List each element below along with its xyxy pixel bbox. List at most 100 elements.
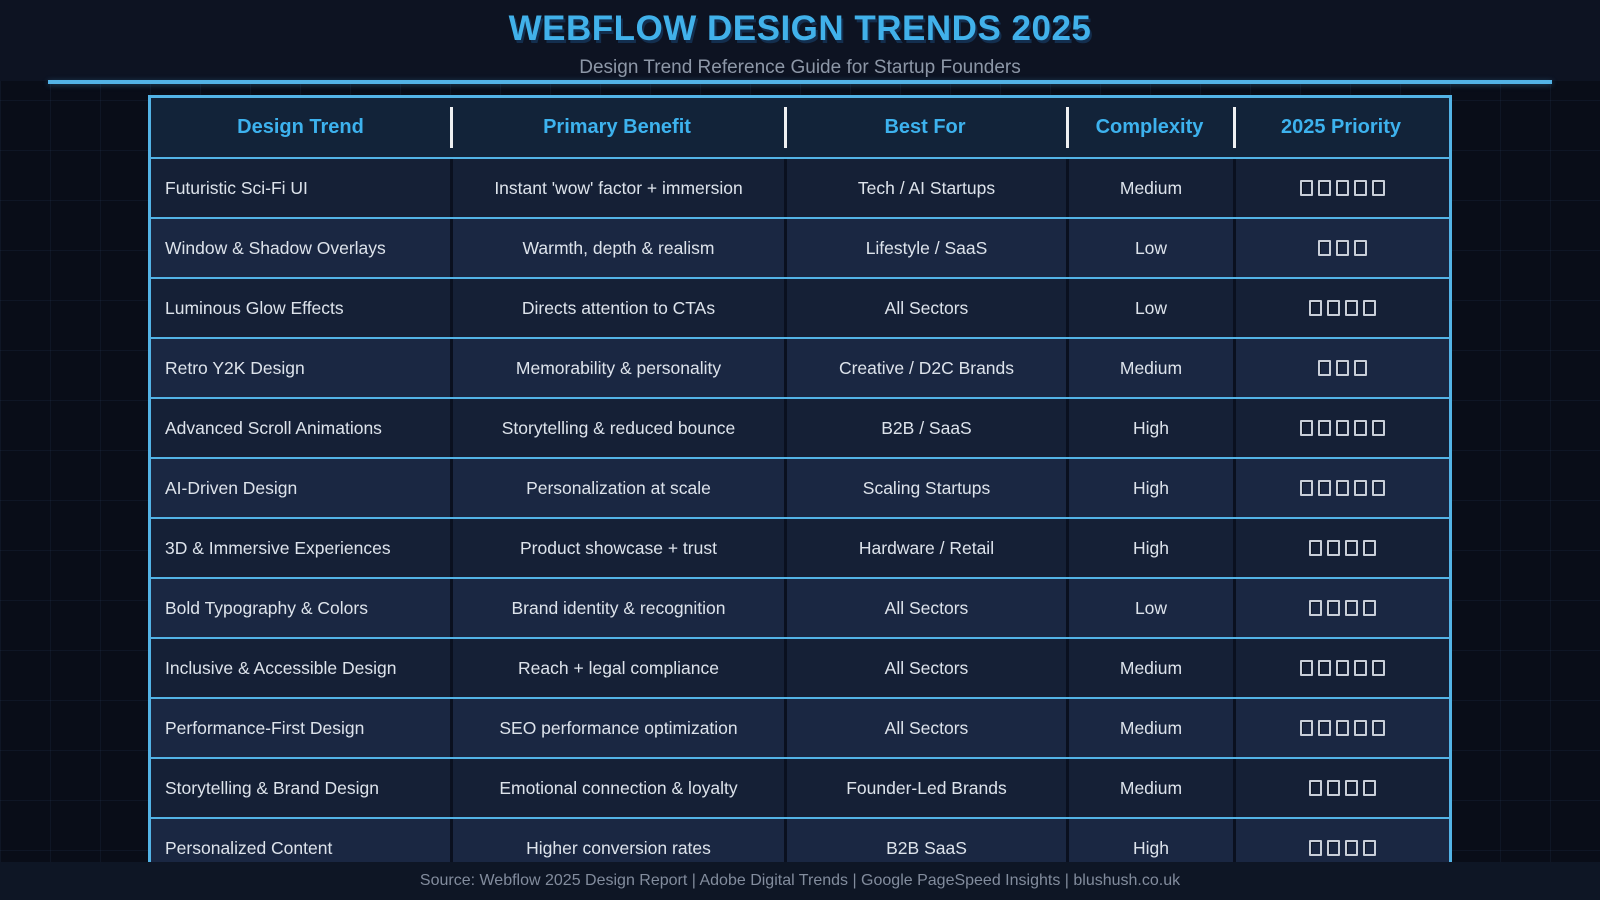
cell-priority — [1233, 579, 1449, 637]
source-footer: Source: Webflow 2025 Design Report | Ado… — [0, 862, 1600, 900]
table-header-row: Design Trend Primary Benefit Best For Compl… — [151, 98, 1449, 157]
tofu-box-icon — [1327, 780, 1340, 796]
tofu-box-icon — [1309, 780, 1322, 796]
cell-priority — [1233, 219, 1449, 277]
tofu-box-icon — [1354, 720, 1367, 736]
cell-priority — [1233, 159, 1449, 217]
tofu-box-icon — [1345, 840, 1358, 856]
column-header-2025-priority: 2025 Priority — [1233, 98, 1449, 157]
tofu-box-icon — [1363, 840, 1376, 856]
cell-best-for: Tech / AI Startups — [784, 159, 1066, 217]
cell-complexity: Medium — [1066, 159, 1233, 217]
page-subtitle: Design Trend Reference Guide for Startup… — [579, 57, 1021, 78]
tofu-box-icon — [1345, 600, 1358, 616]
table-row: Window & Shadow Overlays Warmth, depth & … — [151, 217, 1449, 277]
tofu-box-icon — [1300, 420, 1313, 436]
tofu-box-icon — [1372, 180, 1385, 196]
tofu-box-icon — [1336, 180, 1349, 196]
source-text: Source: Webflow 2025 Design Report | Ado… — [419, 872, 1181, 889]
tofu-box-icon — [1363, 600, 1376, 616]
table-row: Luminous Glow Effects Directs attention t… — [151, 277, 1449, 337]
tofu-box-icon — [1300, 720, 1313, 736]
tofu-box-icon — [1300, 180, 1313, 196]
cell-best-for: Lifestyle / SaaS — [784, 219, 1066, 277]
cell-design-trend: 3D & Immersive Experiences — [151, 519, 450, 577]
cell-best-for: All Sectors — [784, 579, 1066, 637]
cell-complexity: Medium — [1066, 759, 1233, 817]
tofu-box-icon — [1372, 480, 1385, 496]
tofu-box-icon — [1372, 660, 1385, 676]
table-row: Inclusive & Accessible Design Reach + leg… — [151, 637, 1449, 697]
cell-design-trend: Inclusive & Accessible Design — [151, 639, 450, 697]
tofu-box-icon — [1345, 540, 1358, 556]
cell-design-trend: Window & Shadow Overlays — [151, 219, 450, 277]
cell-best-for: Scaling Startups — [784, 459, 1066, 517]
cell-complexity: Medium — [1066, 639, 1233, 697]
cell-best-for: Creative / D2C Brands — [784, 339, 1066, 397]
cell-best-for: All Sectors — [784, 279, 1066, 337]
cell-design-trend: AI-Driven Design — [151, 459, 450, 517]
cell-primary-benefit: Directs attention to CTAs — [450, 279, 784, 337]
tofu-box-icon — [1309, 540, 1322, 556]
tofu-box-icon — [1336, 240, 1349, 256]
cell-priority — [1233, 339, 1449, 397]
cell-complexity: Medium — [1066, 339, 1233, 397]
column-header-primary-benefit: Primary Benefit — [450, 98, 784, 157]
cell-primary-benefit: Personalization at scale — [450, 459, 784, 517]
tofu-box-icon — [1309, 840, 1322, 856]
cell-primary-benefit: Emotional connection & loyalty — [450, 759, 784, 817]
tofu-box-icon — [1327, 600, 1340, 616]
cell-best-for: B2B / SaaS — [784, 399, 1066, 457]
tofu-box-icon — [1327, 540, 1340, 556]
tofu-box-icon — [1372, 720, 1385, 736]
tofu-box-icon — [1309, 300, 1322, 316]
tofu-box-icon — [1363, 540, 1376, 556]
tofu-box-icon — [1345, 780, 1358, 796]
table-body: Futuristic Sci-Fi UI Instant 'wow' factor… — [151, 157, 1449, 877]
tofu-box-icon — [1300, 660, 1313, 676]
tofu-box-icon — [1336, 360, 1349, 376]
tofu-box-icon — [1354, 360, 1367, 376]
cell-complexity: High — [1066, 399, 1233, 457]
tofu-box-icon — [1363, 780, 1376, 796]
cell-primary-benefit: Brand identity & recognition — [450, 579, 784, 637]
tofu-box-icon — [1318, 240, 1331, 256]
cell-primary-benefit: Warmth, depth & realism — [450, 219, 784, 277]
cell-complexity: High — [1066, 519, 1233, 577]
cell-priority — [1233, 519, 1449, 577]
tofu-box-icon — [1327, 300, 1340, 316]
column-header-complexity: Complexity — [1066, 98, 1233, 157]
table-row: Bold Typography & Colors Brand identity &… — [151, 577, 1449, 637]
column-header-design-trend: Design Trend — [237, 116, 364, 138]
cell-priority — [1233, 759, 1449, 817]
cell-primary-benefit: Memorability & personality — [450, 339, 784, 397]
trends-table: Design Trend Primary Benefit Best For Compl… — [148, 95, 1452, 880]
tofu-box-icon — [1318, 180, 1331, 196]
cell-design-trend: Luminous Glow Effects — [151, 279, 450, 337]
cell-priority — [1233, 639, 1449, 697]
tofu-box-icon — [1318, 660, 1331, 676]
tofu-box-icon — [1354, 240, 1367, 256]
cell-priority — [1233, 699, 1449, 757]
tofu-box-icon — [1300, 480, 1313, 496]
cell-primary-benefit: SEO performance optimization — [450, 699, 784, 757]
tofu-box-icon — [1363, 300, 1376, 316]
cell-complexity: Medium — [1066, 699, 1233, 757]
table-row: Performance-First Design SEO performance … — [151, 697, 1449, 757]
cell-design-trend: Retro Y2K Design — [151, 339, 450, 397]
tofu-box-icon — [1327, 840, 1340, 856]
cell-complexity: Low — [1066, 279, 1233, 337]
table-row: Advanced Scroll Animations Storytelling &… — [151, 397, 1449, 457]
cell-complexity: Low — [1066, 579, 1233, 637]
cell-best-for: Hardware / Retail — [784, 519, 1066, 577]
tofu-box-icon — [1336, 660, 1349, 676]
cell-primary-benefit: Product showcase + trust — [450, 519, 784, 577]
cell-primary-benefit: Reach + legal compliance — [450, 639, 784, 697]
tofu-box-icon — [1336, 420, 1349, 436]
cell-priority — [1233, 279, 1449, 337]
tofu-box-icon — [1336, 720, 1349, 736]
cell-priority — [1233, 459, 1449, 517]
cell-design-trend: Futuristic Sci-Fi UI — [151, 159, 450, 217]
tofu-box-icon — [1318, 420, 1331, 436]
cell-best-for: All Sectors — [784, 699, 1066, 757]
